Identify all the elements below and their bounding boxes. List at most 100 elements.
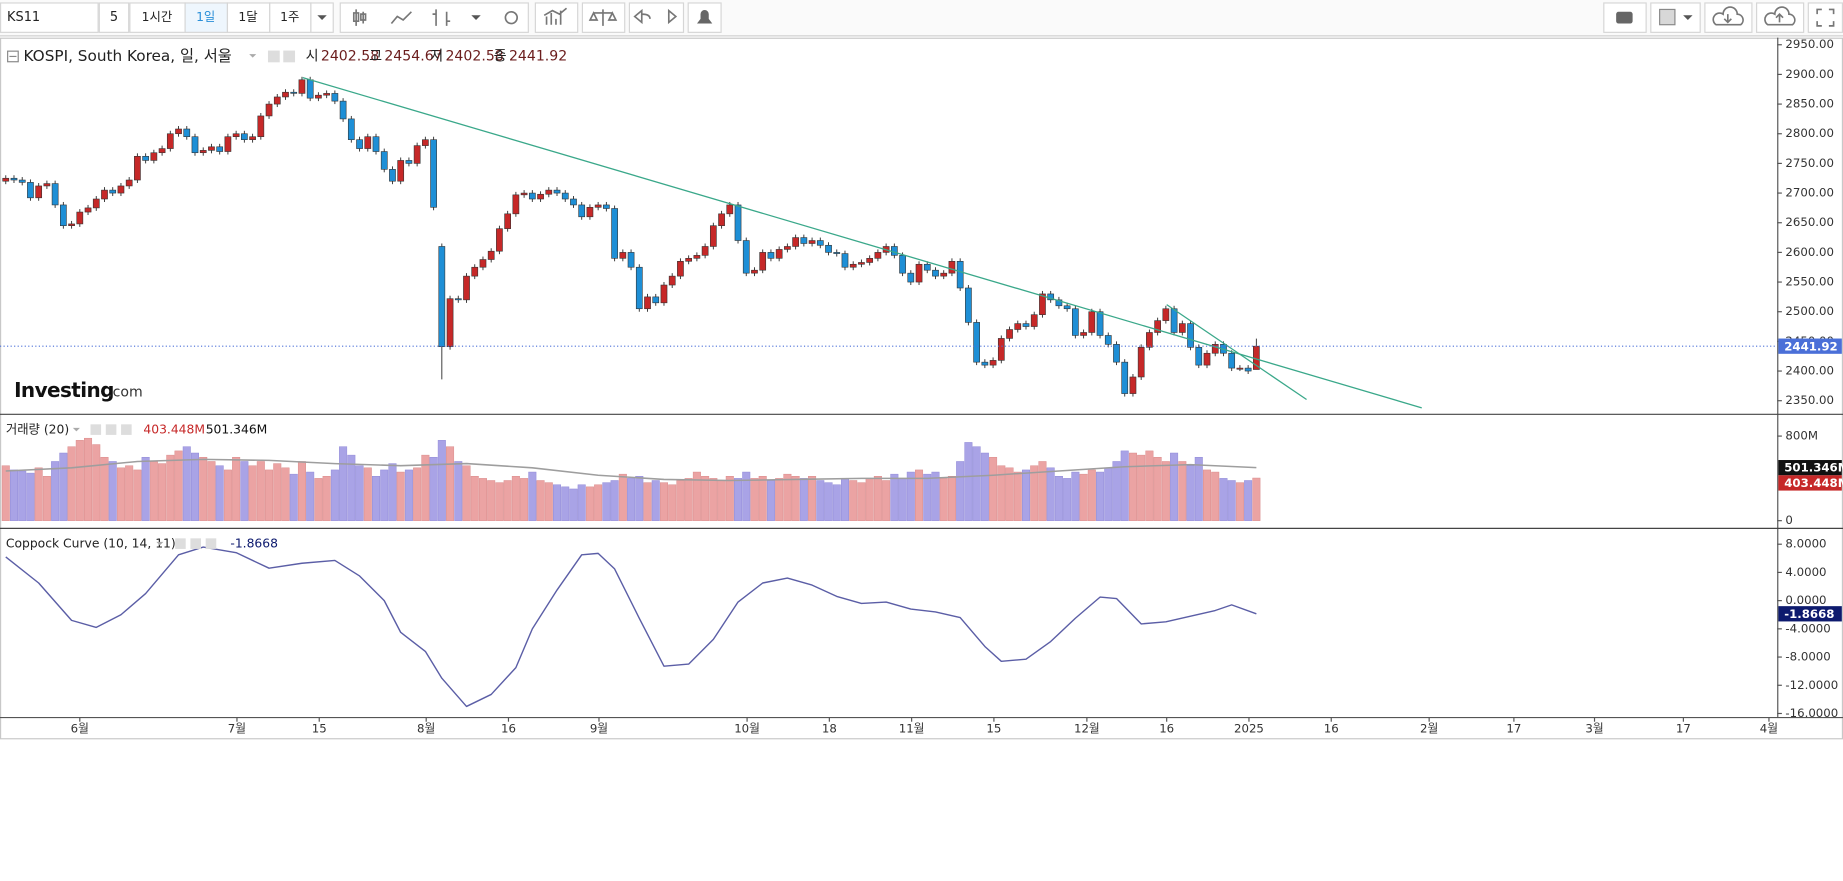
line-icon[interactable] — [390, 11, 412, 25]
volume-bar — [372, 476, 381, 521]
fullscreen-icon[interactable] — [1816, 8, 1835, 27]
legend-icon[interactable] — [267, 50, 280, 63]
y-tick-label: 8.0000 — [1785, 537, 1826, 551]
candle-body — [290, 91, 298, 94]
volume-bar — [1021, 469, 1030, 521]
compare-icon[interactable] — [588, 9, 618, 26]
candle-body — [677, 261, 684, 277]
legend-arrow[interactable] — [156, 541, 164, 546]
candle-body — [208, 146, 215, 151]
candle-body — [454, 298, 462, 301]
timeframe-button[interactable] — [184, 2, 229, 33]
redo-icon[interactable] — [667, 8, 678, 25]
timeframe-label[interactable]: 1일 — [196, 10, 215, 24]
timeframe-button[interactable] — [129, 2, 186, 33]
symbol-box[interactable] — [0, 2, 99, 33]
volume-bar — [190, 452, 199, 521]
coppock-value: -1.8668 — [230, 537, 278, 551]
camera-box[interactable] — [1603, 2, 1647, 33]
volume-bar — [939, 478, 948, 521]
alert-icon[interactable] — [697, 10, 713, 24]
timeframe-label[interactable]: 1주 — [280, 10, 299, 24]
candle-body — [965, 287, 972, 323]
candle-body — [142, 155, 149, 161]
candle-body — [380, 151, 388, 170]
volume-bar — [503, 480, 512, 521]
legend-icon[interactable] — [205, 538, 217, 549]
x-tick-label: 2월 — [1420, 721, 1438, 735]
x-tick-label: 16 — [501, 721, 516, 735]
volume-bar — [923, 473, 932, 521]
symbol[interactable]: KS11 — [7, 10, 40, 25]
volume-bar — [1161, 461, 1170, 521]
fullscreen-box[interactable] — [1807, 2, 1843, 33]
volume-bar — [174, 450, 183, 521]
candle-body — [306, 79, 314, 99]
indicators-box[interactable] — [534, 2, 579, 33]
candle-body — [1170, 308, 1178, 333]
candle-body — [224, 136, 232, 152]
y-tick-label: 2400.00 — [1785, 364, 1834, 378]
indicators-icon[interactable] — [543, 7, 568, 25]
volume-bar — [972, 446, 981, 521]
bar-icon[interactable] — [432, 9, 451, 26]
candle-body — [183, 128, 191, 138]
legend-icon[interactable] — [175, 538, 186, 549]
volume-bar — [602, 482, 611, 521]
volume-bar — [446, 446, 455, 521]
volume-bar — [725, 476, 734, 521]
legend-arrow[interactable] — [72, 427, 80, 432]
legend-icon[interactable] — [105, 424, 117, 435]
x-tick-label: 8월 — [417, 721, 435, 735]
timeframe-label[interactable]: 1달 — [238, 10, 257, 24]
open-value: 2402.58 — [321, 48, 379, 64]
candle-icon[interactable] — [352, 9, 367, 26]
legend-arrow[interactable] — [249, 54, 257, 58]
volume-bar — [865, 478, 874, 521]
volume-bar — [915, 469, 924, 521]
timeframe-label[interactable]: 1시간 — [142, 10, 173, 24]
volume-bar — [1071, 471, 1080, 521]
legend-icon[interactable] — [283, 50, 296, 63]
volume-bar — [166, 454, 175, 521]
low-value: 2402.58 — [445, 48, 503, 64]
timeframe-button[interactable] — [269, 2, 312, 33]
collapse-icon[interactable] — [7, 50, 19, 63]
legend-icon[interactable] — [190, 538, 201, 549]
candle-body — [1211, 344, 1219, 354]
undo-icon[interactable] — [633, 8, 651, 25]
type-arrow[interactable] — [471, 15, 481, 21]
volume-bar — [322, 476, 331, 521]
candle-body — [496, 228, 503, 252]
interval[interactable]: 5 — [110, 10, 118, 25]
cloud-save-icon[interactable] — [1764, 6, 1796, 26]
candle-body — [816, 240, 824, 246]
coppock-legend: Coppock Curve (10, 14, 11) -1.8668 — [6, 537, 278, 551]
candle-body — [92, 198, 100, 209]
camera-icon[interactable] — [1616, 11, 1633, 24]
volume-bar — [470, 476, 479, 521]
cloud-load-icon[interactable] — [1712, 6, 1744, 26]
candle-body — [298, 79, 306, 94]
legend-icon[interactable] — [90, 424, 102, 435]
candle-body — [611, 208, 618, 259]
volume-bar — [651, 480, 660, 521]
layout-arrow[interactable] — [1683, 15, 1693, 21]
legend-icon[interactable] — [121, 424, 132, 435]
candle-body — [51, 183, 59, 206]
volume-bar — [42, 476, 51, 521]
volume-bar — [544, 482, 553, 521]
candle-body — [1154, 320, 1161, 333]
layout-box[interactable] — [1650, 2, 1701, 33]
volume-bar — [816, 480, 825, 521]
x-tick-label: 9월 — [590, 721, 608, 735]
interval-box[interactable] — [98, 2, 130, 33]
y-tick-label: -12.0000 — [1785, 678, 1838, 692]
volume-bar — [824, 482, 833, 521]
volume-bar — [734, 478, 743, 521]
chart-type-group[interactable] — [339, 2, 529, 33]
volume-bar — [906, 471, 915, 521]
y-tick-label: 2950.00 — [1785, 37, 1834, 51]
layout-icon[interactable] — [1659, 8, 1676, 26]
settings-icon[interactable] — [504, 10, 518, 25]
